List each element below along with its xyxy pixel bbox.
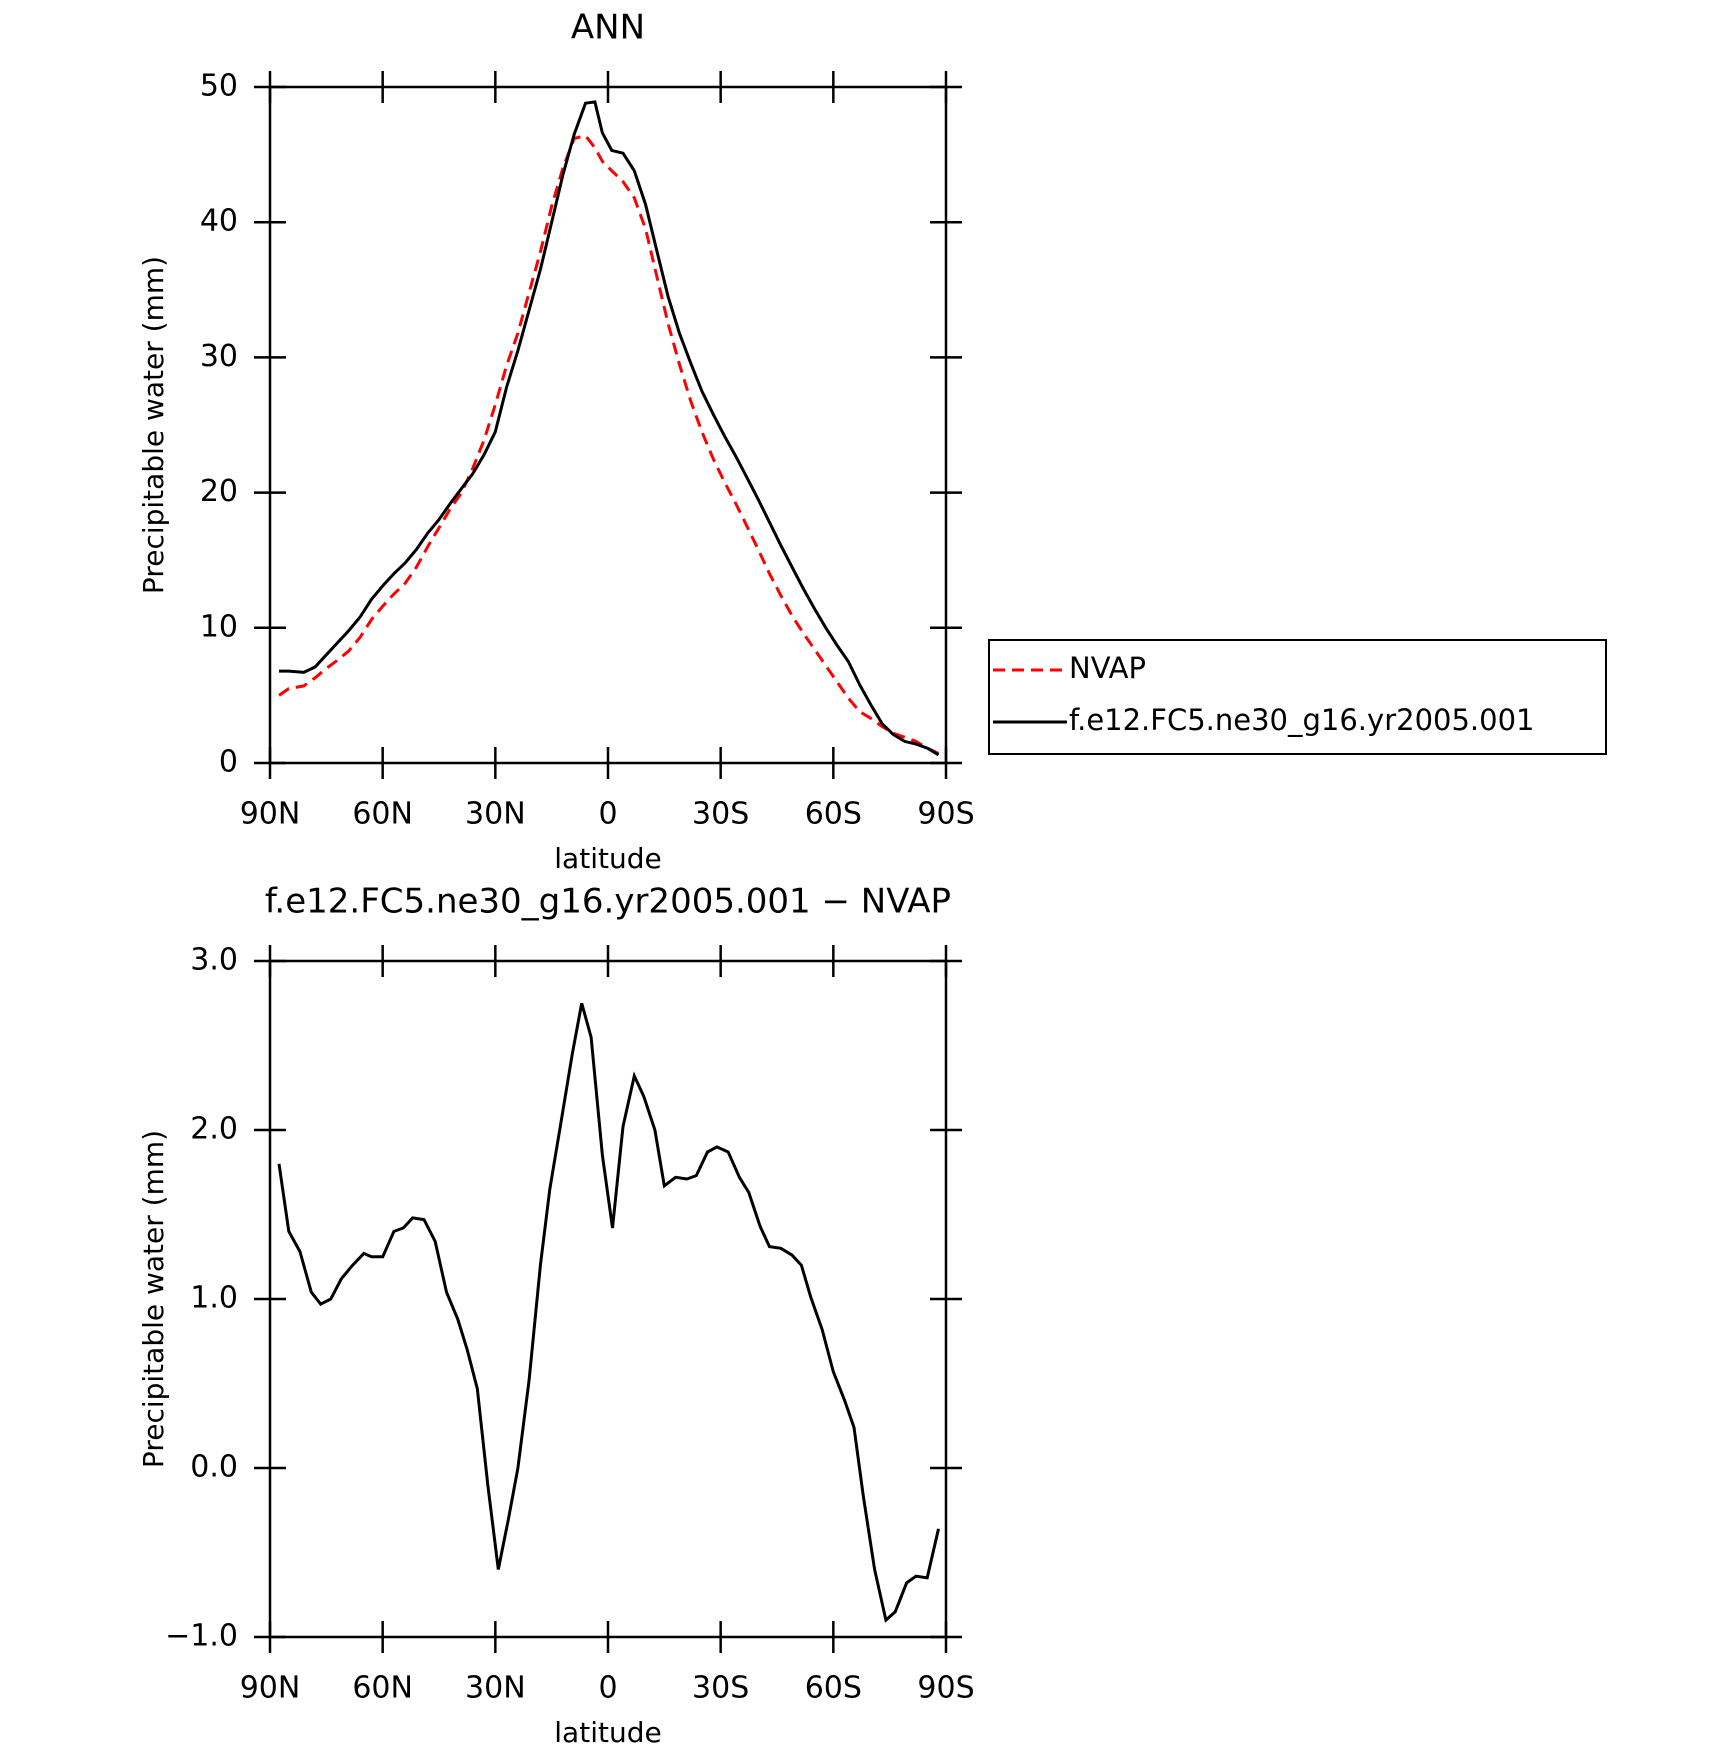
y-tick-label: 3.0 [190,943,238,978]
y-tick-label: −1.0 [165,1619,238,1654]
y-tick-label: 0 [219,745,238,780]
y-tick-label: 1.0 [190,1281,238,1316]
y-tick-label: 20 [200,474,238,509]
x-tick-label: 30S [692,797,749,832]
y-tick-label: 2.0 [190,1112,238,1147]
y-tick-label: 50 [200,69,238,104]
x-tick-label: 90N [240,797,301,832]
x-tick-label: 0 [598,1671,617,1706]
chart-title: f.e12.FC5.ne30_g16.yr2005.001 − NVAP [265,882,951,922]
x-tick-label: 30N [465,797,526,832]
legend-label: NVAP [1069,651,1146,685]
chart-title: ANN [571,8,645,48]
data-line [279,100,940,757]
x-tick-label: 90N [240,1671,301,1706]
y-tick-label: 10 [200,609,238,644]
y-axis-label: Precipitable water (mm) [137,256,170,594]
y-tick-label: 0.0 [190,1450,238,1485]
data-line [278,134,940,755]
x-tick-label: 60N [352,1671,413,1706]
legend-box [988,639,1607,755]
x-tick-label: 90S [917,1671,974,1706]
data-line [277,1002,940,1623]
x-tick-label: 90S [917,797,974,832]
y-tick-label: 40 [200,204,238,239]
x-tick-label: 60N [352,797,413,832]
plot-frame [268,85,948,765]
y-axis-label: Precipitable water (mm) [137,1130,170,1468]
x-tick-label: 0 [598,797,617,832]
plot-frame [268,959,948,1639]
x-tick-label: 60S [805,797,862,832]
x-tick-label: 30S [692,1671,749,1706]
x-tick-label: 30N [465,1671,526,1706]
x-axis-label: latitude [554,1716,661,1749]
x-axis-label: latitude [554,842,661,875]
y-tick-label: 30 [200,339,238,374]
legend-label: f.e12.FC5.ne30_g16.yr2005.001 [1069,703,1535,737]
x-tick-label: 60S [805,1671,862,1706]
